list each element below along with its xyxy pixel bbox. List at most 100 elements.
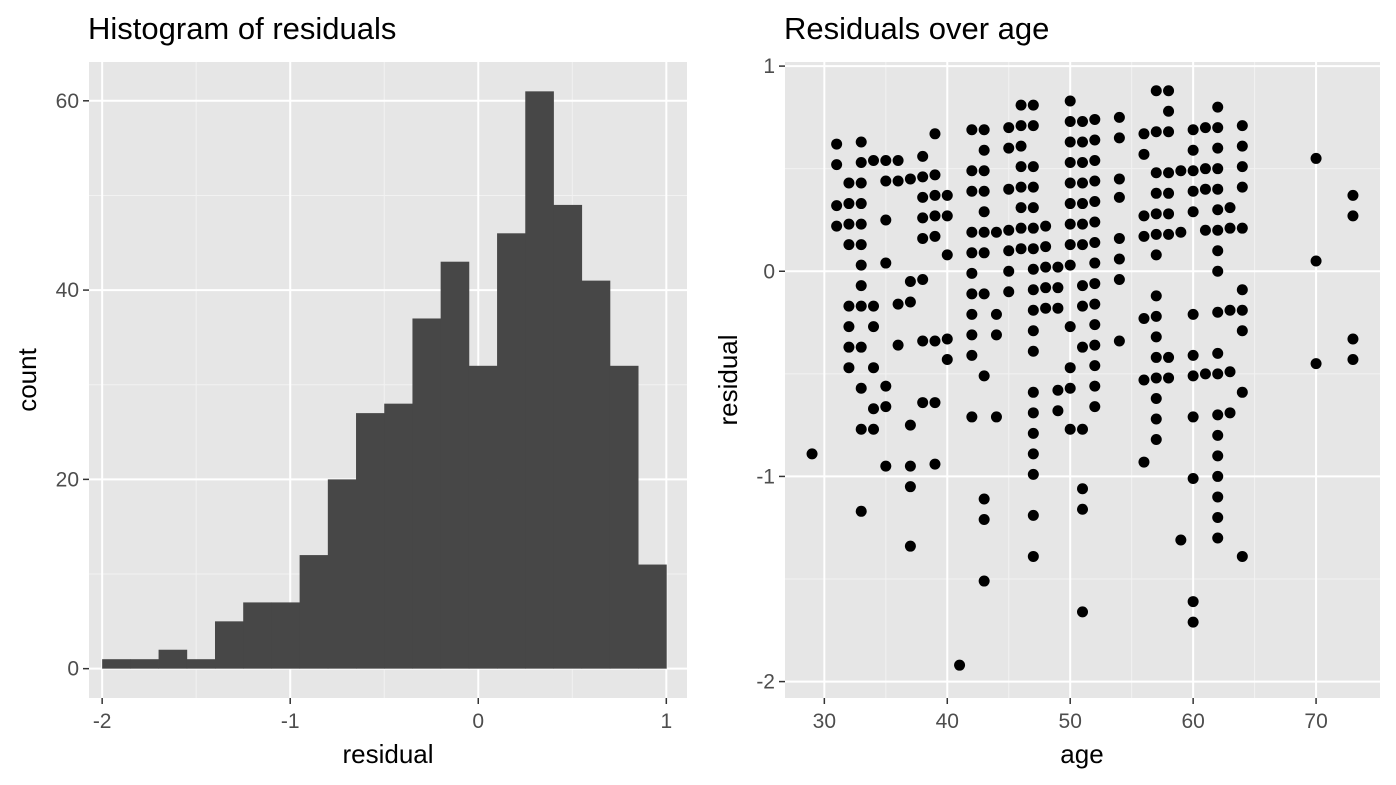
scatter-point bbox=[1236, 325, 1248, 337]
scatter-point bbox=[1003, 142, 1015, 154]
scatter-point bbox=[966, 411, 978, 423]
scatter-x-axis-title: age bbox=[1060, 739, 1103, 769]
scatter-point bbox=[1064, 382, 1076, 394]
scatter-point bbox=[1077, 606, 1088, 618]
scatter-point bbox=[868, 154, 880, 166]
scatter-point bbox=[831, 200, 843, 212]
scatter-point bbox=[1175, 226, 1187, 238]
scatter-point bbox=[1027, 99, 1039, 111]
scatter-x-tick-label: 70 bbox=[1304, 710, 1327, 733]
histogram-bar bbox=[299, 555, 329, 669]
scatter-point bbox=[929, 210, 941, 222]
scatter-point bbox=[1089, 339, 1101, 351]
scatter-point bbox=[1163, 85, 1175, 97]
scatter-point bbox=[1003, 245, 1015, 257]
scatter-point bbox=[1027, 448, 1039, 460]
scatter-point bbox=[1163, 167, 1175, 179]
scatter-point bbox=[1150, 372, 1162, 384]
scatter-point bbox=[1089, 257, 1101, 269]
scatter-point bbox=[1064, 198, 1076, 210]
histogram-y-axis-title: count bbox=[12, 347, 42, 411]
scatter-point bbox=[1187, 165, 1199, 177]
scatter-point bbox=[1040, 220, 1052, 232]
scatter-point bbox=[1163, 105, 1175, 117]
scatter-point bbox=[1027, 304, 1039, 316]
scatter-point bbox=[929, 128, 941, 140]
scatter-point bbox=[1236, 386, 1248, 398]
histogram-y-tick-label: 40 bbox=[56, 279, 79, 302]
histogram-bar bbox=[243, 602, 272, 669]
scatter-point bbox=[1113, 232, 1125, 244]
scatter-point bbox=[843, 300, 855, 312]
scatter-point bbox=[1236, 120, 1248, 132]
scatter-point bbox=[1187, 308, 1199, 320]
scatter-point bbox=[1089, 319, 1101, 331]
scatter-point bbox=[1212, 224, 1224, 236]
scatter-point bbox=[855, 177, 867, 189]
scatter-point bbox=[1138, 374, 1150, 386]
scatter-point bbox=[1187, 206, 1199, 218]
scatter-point bbox=[990, 329, 1002, 341]
scatter-point bbox=[1064, 95, 1076, 107]
scatter-point bbox=[831, 220, 843, 232]
scatter-point bbox=[1150, 126, 1162, 138]
scatter-point bbox=[1015, 243, 1027, 255]
scatter-point bbox=[1212, 101, 1224, 113]
scatter-point bbox=[1163, 351, 1175, 363]
histogram-x-axis-title: residual bbox=[342, 739, 433, 769]
scatter-point bbox=[941, 249, 953, 261]
scatter-point bbox=[1040, 261, 1052, 273]
scatter-point bbox=[904, 173, 916, 185]
scatter-point bbox=[966, 349, 978, 361]
scatter-point bbox=[880, 257, 892, 269]
scatter-point bbox=[1113, 253, 1125, 265]
scatter-point bbox=[1113, 335, 1125, 347]
scatter-point bbox=[1347, 353, 1359, 365]
scatter-point bbox=[1150, 331, 1162, 343]
scatter-point bbox=[1003, 265, 1015, 277]
histogram-bar bbox=[553, 204, 583, 669]
scatter-point bbox=[892, 298, 904, 310]
scatter-point bbox=[1003, 183, 1015, 195]
scatter-point bbox=[1113, 273, 1125, 285]
scatter-point bbox=[1138, 230, 1150, 242]
scatter-point bbox=[1150, 351, 1162, 363]
scatter-point bbox=[1064, 423, 1076, 435]
scatter-point bbox=[1150, 208, 1162, 220]
scatter-point bbox=[1150, 167, 1162, 179]
scatter-point bbox=[831, 138, 843, 150]
scatter-point bbox=[1027, 407, 1039, 419]
scatter-point bbox=[1163, 126, 1175, 138]
scatter-point bbox=[1175, 165, 1187, 177]
histogram-x-tick-label: 1 bbox=[660, 710, 672, 733]
scatter-point bbox=[929, 230, 941, 242]
scatter-point bbox=[917, 191, 929, 203]
scatter-point bbox=[1003, 286, 1015, 298]
scatter-point bbox=[1064, 218, 1076, 230]
scatter-point bbox=[1027, 181, 1039, 193]
scatter-point bbox=[1077, 341, 1088, 353]
scatter-point bbox=[1027, 202, 1039, 214]
scatter-point bbox=[1175, 534, 1187, 546]
scatter-point bbox=[904, 540, 916, 552]
scatter-point bbox=[868, 321, 880, 333]
scatter-x-tick-label: 60 bbox=[1181, 710, 1204, 733]
scatter-point bbox=[1089, 237, 1101, 249]
scatter-point bbox=[1212, 122, 1224, 134]
scatter-point bbox=[855, 505, 867, 517]
scatter-point bbox=[1212, 163, 1224, 175]
scatter-point bbox=[1212, 245, 1224, 257]
scatter-point bbox=[1015, 202, 1027, 214]
scatter-point bbox=[868, 300, 880, 312]
histogram-bar bbox=[525, 91, 554, 669]
scatter-point bbox=[1224, 407, 1236, 419]
scatter-point bbox=[1077, 300, 1088, 312]
scatter-point bbox=[1138, 210, 1150, 222]
scatter-point bbox=[855, 259, 867, 271]
scatter-point bbox=[904, 296, 916, 308]
scatter-point bbox=[855, 423, 867, 435]
scatter-point bbox=[966, 329, 978, 341]
scatter-point bbox=[1187, 349, 1199, 361]
scatter-point bbox=[978, 185, 990, 197]
scatter-point bbox=[1113, 111, 1125, 123]
